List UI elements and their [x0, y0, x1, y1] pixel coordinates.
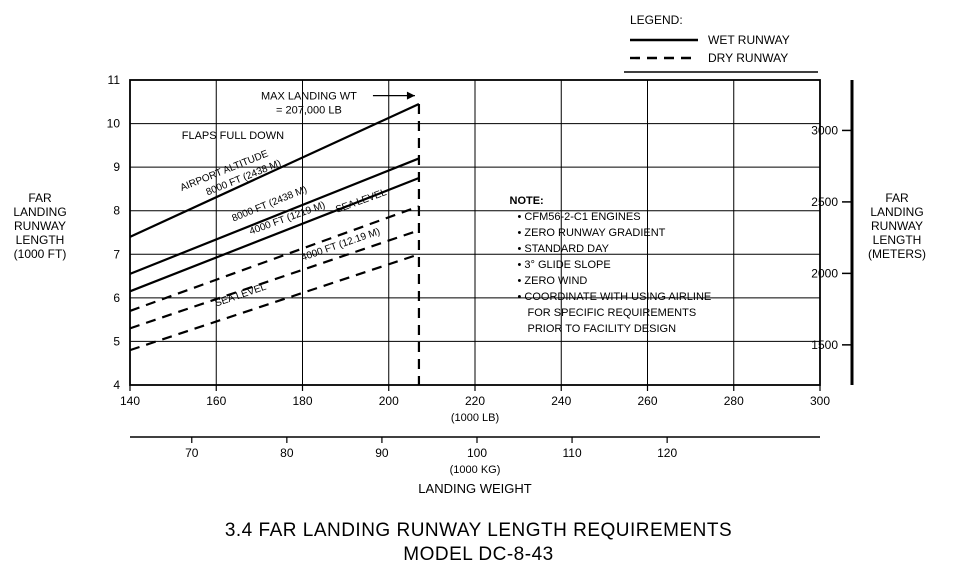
svg-text:PRIOR TO FACILITY DESIGN: PRIOR TO FACILITY DESIGN	[528, 323, 677, 335]
chart-title-line1: 3.4 FAR LANDING RUNWAY LENGTH REQUIREMEN…	[0, 520, 957, 542]
svg-text:4: 4	[113, 378, 120, 392]
svg-text:• ZERO WIND: • ZERO WIND	[518, 275, 588, 287]
svg-text:6: 6	[113, 291, 120, 305]
svg-text:1500: 1500	[811, 338, 838, 352]
svg-text:• CFM56-2-C1 ENGINES: • CFM56-2-C1 ENGINES	[518, 211, 641, 223]
svg-text:2000: 2000	[811, 266, 838, 280]
svg-text:180: 180	[292, 394, 312, 408]
svg-text:7: 7	[113, 247, 120, 261]
svg-text:• ZERO RUNWAY GRADIENT: • ZERO RUNWAY GRADIENT	[518, 227, 666, 239]
svg-text:FAR: FAR	[28, 191, 52, 205]
svg-text:WET RUNWAY: WET RUNWAY	[708, 33, 790, 47]
svg-text:FOR SPECIFIC REQUIREMENTS: FOR SPECIFIC REQUIREMENTS	[528, 307, 697, 319]
svg-text:140: 140	[120, 394, 140, 408]
svg-text:(1000 LB): (1000 LB)	[451, 412, 499, 424]
svg-text:MAX LANDING WT: MAX LANDING WT	[261, 91, 357, 103]
svg-text:240: 240	[551, 394, 571, 408]
svg-text:= 207,000 LB: = 207,000 LB	[276, 105, 342, 117]
svg-text:80: 80	[280, 446, 294, 460]
svg-text:(METERS): (METERS)	[868, 247, 926, 261]
svg-text:LENGTH: LENGTH	[16, 233, 65, 247]
svg-text:260: 260	[637, 394, 657, 408]
svg-text:LANDING: LANDING	[13, 205, 66, 219]
svg-text:• 3° GLIDE SLOPE: • 3° GLIDE SLOPE	[518, 259, 611, 271]
svg-text:3000: 3000	[811, 123, 838, 137]
svg-text:11: 11	[108, 73, 121, 87]
svg-text:RUNWAY: RUNWAY	[871, 219, 923, 233]
svg-text:280: 280	[724, 394, 744, 408]
svg-text:5: 5	[113, 334, 120, 348]
svg-text:200: 200	[379, 394, 399, 408]
svg-text:LANDING: LANDING	[870, 205, 923, 219]
svg-text:120: 120	[657, 446, 677, 460]
chart-title: 3.4 FAR LANDING RUNWAY LENGTH REQUIREMEN…	[0, 520, 957, 566]
svg-text:DRY RUNWAY: DRY RUNWAY	[708, 51, 788, 65]
svg-text:9: 9	[113, 160, 120, 174]
landing-runway-chart: 4567891011FARLANDINGRUNWAYLENGTH(1000 FT…	[0, 0, 957, 570]
svg-text:10: 10	[107, 117, 121, 131]
chart-page: { "chart": { "type": "line", "title_line…	[0, 0, 957, 570]
svg-text:2500: 2500	[811, 195, 838, 209]
svg-text:160: 160	[206, 394, 226, 408]
svg-text:(1000 FT): (1000 FT)	[14, 247, 67, 261]
svg-text:LEGEND:: LEGEND:	[630, 13, 683, 27]
svg-text:8: 8	[113, 204, 120, 218]
svg-text:RUNWAY: RUNWAY	[14, 219, 66, 233]
svg-text:• STANDARD DAY: • STANDARD DAY	[518, 243, 610, 255]
svg-text:FLAPS FULL DOWN: FLAPS FULL DOWN	[182, 130, 284, 142]
svg-text:90: 90	[375, 446, 389, 460]
svg-text:FAR: FAR	[885, 191, 909, 205]
svg-text:LENGTH: LENGTH	[873, 233, 922, 247]
svg-text:NOTE:: NOTE:	[510, 195, 544, 207]
svg-text:(1000 KG): (1000 KG)	[450, 464, 501, 476]
svg-text:LANDING WEIGHT: LANDING WEIGHT	[418, 481, 531, 496]
svg-text:300: 300	[810, 394, 830, 408]
svg-text:70: 70	[185, 446, 199, 460]
svg-text:110: 110	[562, 446, 581, 460]
svg-text:• COORDINATE WITH USING AIRLI: • COORDINATE WITH USING AIRLINE	[518, 291, 712, 303]
chart-title-line2: MODEL DC-8-43	[0, 544, 957, 566]
svg-text:220: 220	[465, 394, 485, 408]
svg-text:100: 100	[467, 446, 487, 460]
